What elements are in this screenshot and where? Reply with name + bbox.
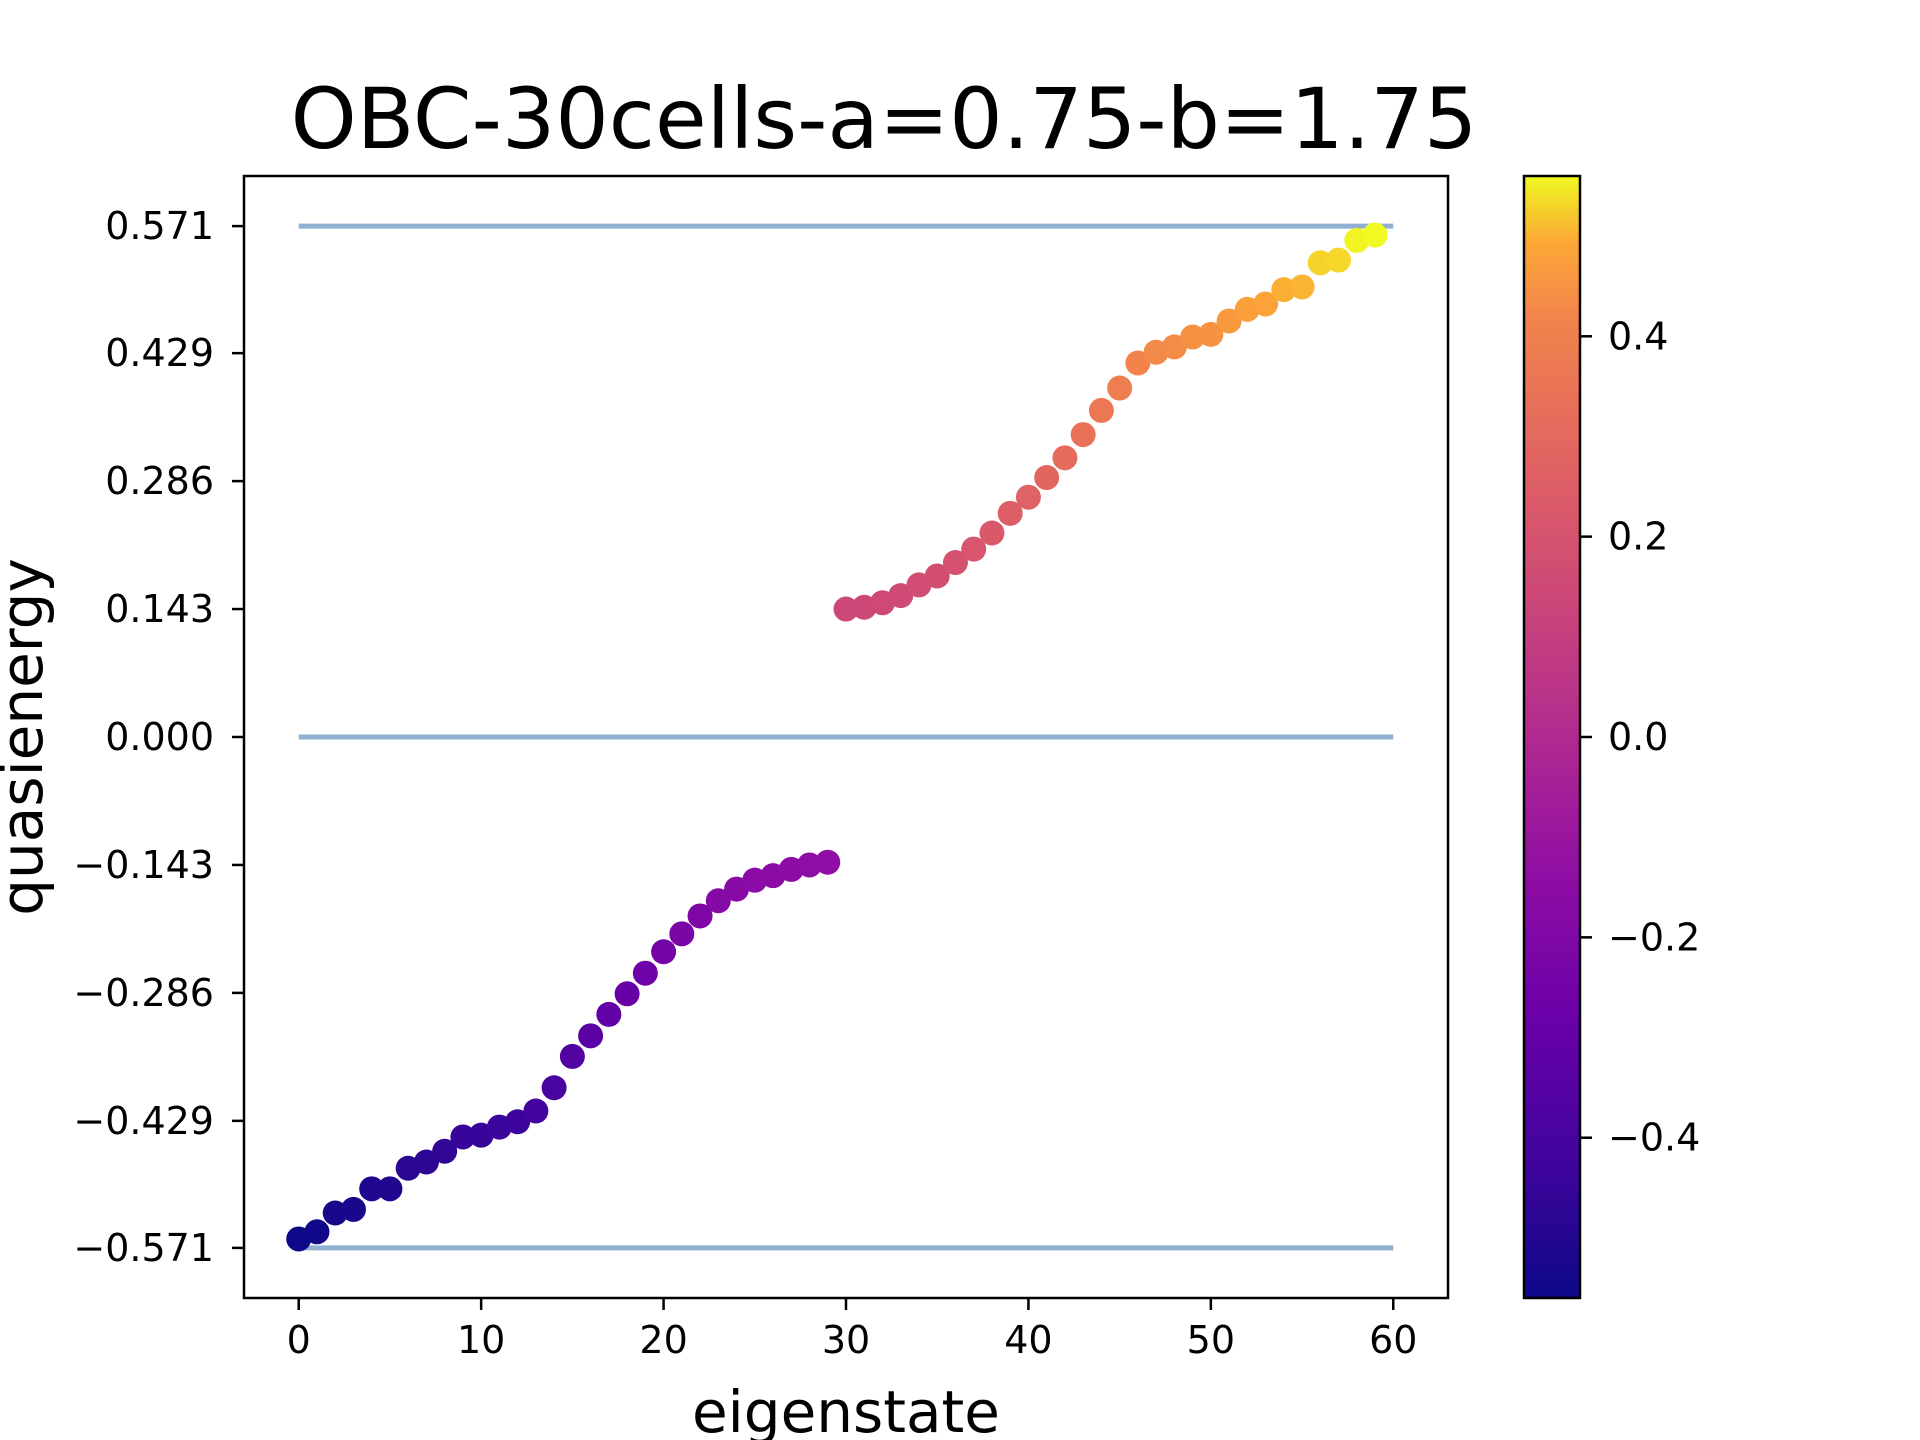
data-point bbox=[924, 563, 950, 589]
data-point bbox=[578, 1023, 604, 1049]
data-point bbox=[942, 550, 968, 576]
y-tick-label: −0.571 bbox=[73, 1226, 214, 1270]
y-tick-label: 0.143 bbox=[105, 587, 214, 631]
data-point bbox=[1180, 324, 1206, 350]
x-tick-label: 10 bbox=[457, 1318, 505, 1362]
data-point bbox=[1253, 291, 1279, 317]
colorbar-tick-label: −0.2 bbox=[1608, 915, 1700, 959]
data-point bbox=[815, 849, 841, 875]
data-points bbox=[286, 222, 1388, 1252]
data-point bbox=[1271, 277, 1297, 303]
data-point bbox=[377, 1176, 403, 1202]
y-tick-label: −0.143 bbox=[73, 843, 214, 887]
colorbar-tick-label: −0.4 bbox=[1608, 1116, 1700, 1160]
data-point bbox=[1088, 397, 1114, 423]
x-tick-label: 20 bbox=[639, 1318, 687, 1362]
data-point bbox=[797, 852, 823, 878]
data-point bbox=[1326, 247, 1352, 273]
data-point bbox=[505, 1109, 531, 1135]
y-tick-label: 0.429 bbox=[105, 331, 214, 375]
data-point bbox=[705, 888, 731, 914]
data-point bbox=[1034, 465, 1060, 491]
data-point bbox=[1198, 321, 1224, 347]
data-point bbox=[1070, 422, 1096, 448]
data-point bbox=[1216, 308, 1242, 334]
data-point bbox=[1289, 274, 1315, 300]
data-point bbox=[979, 520, 1005, 546]
y-tick-label: −0.286 bbox=[73, 971, 214, 1015]
colorbar bbox=[1522, 174, 1582, 1300]
data-point bbox=[632, 960, 658, 986]
data-point bbox=[596, 1001, 622, 1027]
y-axis-label: quasienergy bbox=[0, 558, 56, 916]
x-tick-label: 30 bbox=[822, 1318, 870, 1362]
chart-title: OBC-30cells-a=0.75-b=1.75 bbox=[291, 70, 1478, 168]
data-point bbox=[997, 500, 1023, 526]
data-point bbox=[1362, 222, 1388, 248]
y-tick-label: 0.286 bbox=[105, 459, 214, 503]
x-axis-ticks: 0 10 20 30 40 50 60 bbox=[287, 1298, 1417, 1362]
data-point bbox=[1107, 375, 1133, 401]
data-point bbox=[1307, 250, 1333, 276]
data-point bbox=[1015, 484, 1041, 510]
data-point bbox=[359, 1176, 385, 1202]
y-tick-label: 0.571 bbox=[105, 204, 214, 248]
data-point bbox=[304, 1219, 330, 1245]
x-tick-label: 0 bbox=[287, 1318, 311, 1362]
data-point bbox=[340, 1196, 366, 1222]
x-tick-label: 60 bbox=[1369, 1318, 1417, 1362]
x-tick-label: 40 bbox=[1004, 1318, 1052, 1362]
data-point bbox=[1052, 445, 1078, 471]
data-point bbox=[651, 939, 677, 965]
data-point bbox=[833, 596, 859, 622]
colorbar-tick-label: 0.4 bbox=[1608, 314, 1668, 358]
data-point bbox=[614, 981, 640, 1007]
y-tick-label: −0.429 bbox=[73, 1099, 214, 1143]
data-point bbox=[1161, 334, 1187, 360]
data-point bbox=[559, 1043, 585, 1069]
data-point bbox=[961, 536, 987, 562]
data-point bbox=[888, 583, 914, 609]
data-point bbox=[432, 1138, 458, 1164]
colorbar-ticks: 0.4 0.2 0.0 −0.2 −0.4 bbox=[1580, 314, 1700, 1160]
data-point bbox=[541, 1075, 567, 1101]
x-axis-label: eigenstate bbox=[692, 1378, 1000, 1440]
data-point bbox=[1125, 350, 1151, 376]
colorbar-tick-label: 0.0 bbox=[1608, 715, 1668, 759]
x-tick-label: 50 bbox=[1187, 1318, 1235, 1362]
data-point bbox=[450, 1124, 476, 1150]
data-point bbox=[523, 1098, 549, 1124]
y-axis-ticks: 0.571 0.429 0.286 0.143 0.000 −0.143 −0.286 −0.… bbox=[73, 204, 244, 1270]
reference-lines bbox=[298, 223, 1394, 1251]
data-point bbox=[687, 903, 713, 929]
data-point bbox=[669, 921, 695, 947]
data-point bbox=[413, 1149, 439, 1175]
y-tick-label: 0.000 bbox=[105, 715, 214, 759]
colorbar-tick-label: 0.2 bbox=[1608, 515, 1668, 559]
